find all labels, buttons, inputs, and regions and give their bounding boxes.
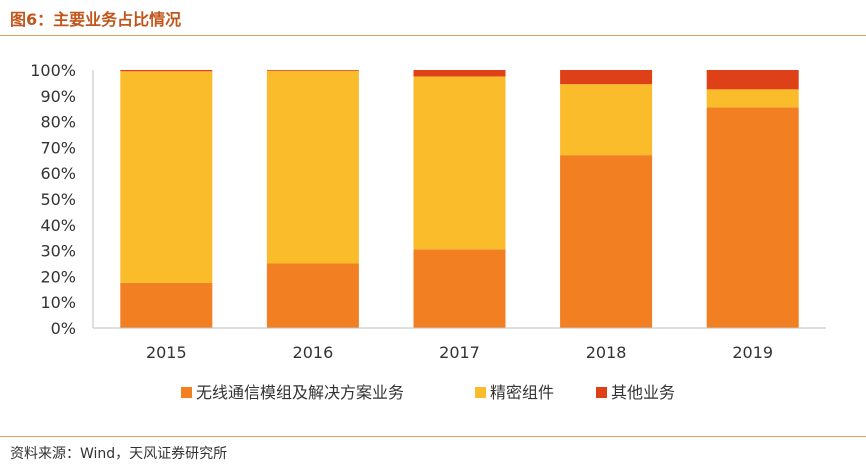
y-tick-label: 50%: [40, 190, 76, 209]
axis-lines: [92, 70, 826, 329]
y-axis-tick-labels: 0% 10% 20% 30% 40% 50% 60% 70% 80% 90% 100%: [30, 61, 76, 338]
chart-legend: 无线通信模组及解决方案业务 精密组件 其他业务: [181, 383, 675, 402]
legend-item: 精密组件: [475, 383, 554, 402]
bar-segment: [706, 107, 799, 328]
bar-segment: [560, 155, 653, 328]
legend-swatch: [181, 387, 192, 398]
y-tick-label: 60%: [40, 164, 76, 183]
x-tick-label: 2017: [439, 343, 480, 362]
y-tick-label: 20%: [40, 267, 76, 286]
legend-item: 其他业务: [596, 383, 675, 402]
y-tick-label: 100%: [30, 61, 76, 80]
bar-segment: [266, 70, 359, 71]
bar-segment: [413, 249, 506, 328]
y-tick-label: 80%: [40, 113, 76, 132]
legend-label: 无线通信模组及解决方案业务: [196, 383, 404, 402]
bar-segment: [413, 70, 506, 77]
bar-segment: [120, 282, 213, 328]
y-tick-label: 90%: [40, 87, 76, 106]
footer-divider: [0, 436, 866, 437]
x-axis-tick-labels: 2015 2016 2017 2018 2019: [146, 343, 773, 362]
bar-segment: [560, 84, 653, 156]
figure-title: 图6：主要业务占比情况: [10, 10, 182, 29]
legend-item: 无线通信模组及解决方案业务: [181, 383, 404, 402]
bar-segment: [706, 70, 799, 90]
title-divider: [0, 35, 866, 36]
bar-segment: [413, 76, 506, 250]
legend-label: 其他业务: [611, 383, 675, 402]
y-tick-label: 30%: [40, 242, 76, 261]
y-tick-label: 70%: [40, 138, 76, 157]
legend-swatch: [596, 387, 607, 398]
bar-segment: [120, 71, 213, 283]
x-tick-label: 2019: [732, 343, 773, 362]
chart-area: 0% 10% 20% 30% 40% 50% 60% 70% 80% 90% 100% 2015 20…: [0, 36, 866, 436]
bar-segment: [560, 70, 653, 85]
y-tick-label: 10%: [40, 293, 76, 312]
x-tick-label: 2016: [293, 343, 334, 362]
stacked-bar-chart: 0%10%20%30%40%50%60%70%80%90%100% 2015 20…: [30, 61, 826, 402]
bar-segment: [266, 70, 359, 264]
bar-segment: [120, 70, 213, 72]
x-tick-label: 2018: [586, 343, 627, 362]
y-tick-label: 40%: [40, 216, 76, 235]
bar-segment: [706, 89, 799, 108]
source-note: 资料来源：Wind，天风证券研究所: [10, 446, 228, 462]
legend-label: 精密组件: [490, 383, 554, 402]
legend-swatch: [475, 387, 486, 398]
bar-series: [120, 70, 799, 328]
x-tick-label: 2015: [146, 343, 187, 362]
bar-segment: [266, 263, 359, 328]
y-tick-label: 0%: [51, 319, 76, 338]
